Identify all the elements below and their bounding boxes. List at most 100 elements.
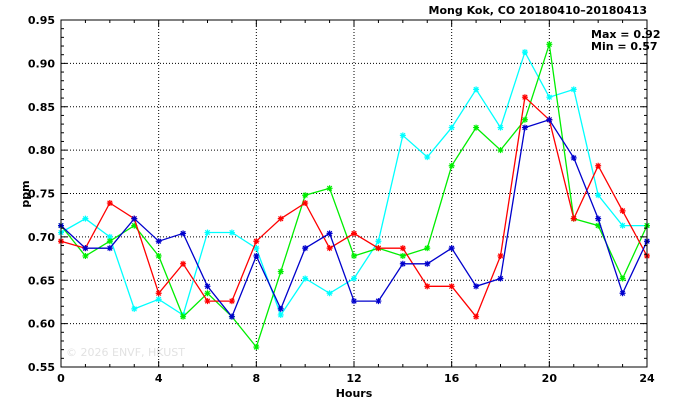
data-point [399, 132, 406, 139]
axis-ticks: 0 4 8 12 16 20 24 0.55 0.60 0.65 0.70 0.75 0.80 0.85 0… [28, 14, 655, 385]
data-point [180, 313, 187, 320]
data-point [570, 86, 577, 93]
data-point [351, 298, 357, 305]
data-point [351, 230, 357, 237]
data-point [448, 245, 455, 252]
data-point [473, 86, 480, 93]
data-point [595, 162, 602, 169]
data-point [546, 116, 553, 123]
data-point [619, 207, 626, 214]
data-point [595, 215, 602, 222]
data-point [473, 313, 480, 320]
data-point [326, 230, 333, 237]
data-point [106, 200, 113, 207]
data-point [155, 290, 162, 297]
data-point [204, 298, 211, 305]
y-tick-label: 0.95 [28, 14, 55, 27]
data-point [204, 290, 211, 297]
y-axis-title: ppm [19, 180, 32, 207]
data-point [277, 268, 284, 275]
data-point [424, 154, 431, 161]
data-point [521, 94, 528, 101]
data-point [204, 283, 211, 290]
data-point [595, 222, 602, 229]
data-point [253, 245, 260, 252]
data-point [619, 290, 626, 297]
data-point [521, 116, 528, 123]
data-point [521, 49, 528, 56]
data-point [228, 298, 235, 305]
y-tick-label: 0.75 [28, 188, 55, 201]
data-point [277, 305, 284, 312]
data-point [595, 192, 602, 199]
data-point [448, 162, 455, 169]
data-point [106, 245, 113, 252]
data-point [399, 260, 406, 267]
data-point [131, 305, 138, 312]
data-point [228, 313, 235, 320]
data-point [497, 252, 504, 259]
data-point [326, 245, 333, 252]
data-point [180, 260, 187, 267]
x-tick-label: 0 [57, 372, 65, 385]
data-point [497, 275, 504, 282]
x-tick-label: 16 [444, 372, 460, 385]
x-tick-label: 20 [542, 372, 558, 385]
data-point [619, 275, 626, 282]
data-point [546, 94, 553, 101]
data-point [375, 238, 382, 245]
data-point [131, 222, 138, 229]
data-point [424, 260, 431, 267]
data-point [106, 233, 113, 240]
data-point [424, 245, 431, 252]
chart-title: Mong Kok, CO 20180410–20180413 [429, 4, 647, 17]
data-point [521, 124, 528, 131]
y-tick-label: 0.60 [28, 318, 55, 331]
data-point [424, 283, 431, 290]
data-point [253, 252, 260, 259]
data-point [448, 283, 455, 290]
data-point [180, 230, 187, 237]
data-point [375, 245, 382, 252]
data-point [155, 252, 162, 259]
data-point [155, 296, 162, 303]
y-tick-label: 0.55 [28, 361, 55, 374]
data-point [302, 275, 309, 282]
min-annotation: Min = 0.57 [591, 40, 658, 53]
data-point [375, 298, 382, 305]
data-point [106, 238, 113, 245]
y-tick-label: 0.70 [28, 231, 55, 244]
data-point [473, 124, 480, 131]
data-point [277, 215, 284, 222]
x-axis-title: Hours [336, 387, 373, 400]
x-tick-label: 24 [639, 372, 655, 385]
data-point [82, 252, 89, 259]
data-point [277, 311, 284, 318]
data-point [302, 245, 309, 252]
data-point [253, 344, 260, 351]
data-point [619, 222, 626, 229]
x-tick-label: 8 [253, 372, 261, 385]
y-tick-label: 0.80 [28, 144, 55, 157]
max-annotation: Max = 0.92 [591, 28, 660, 41]
data-point [228, 229, 235, 236]
y-tick-label: 0.65 [28, 274, 55, 287]
data-point [546, 41, 553, 48]
data-point [473, 283, 480, 290]
data-point [497, 147, 504, 154]
data-point [570, 215, 577, 222]
watermark: © 2026 ENVF, HKUST [66, 346, 185, 359]
data-point [448, 124, 455, 131]
data-point [302, 200, 309, 207]
data-point [326, 290, 333, 297]
series-group [58, 41, 650, 351]
data-point [253, 238, 260, 245]
data-point [326, 185, 333, 192]
data-point [399, 245, 406, 252]
y-tick-label: 0.90 [28, 57, 55, 70]
data-point [131, 215, 138, 222]
data-point [155, 238, 162, 245]
data-point [82, 215, 89, 222]
grid [61, 20, 647, 367]
